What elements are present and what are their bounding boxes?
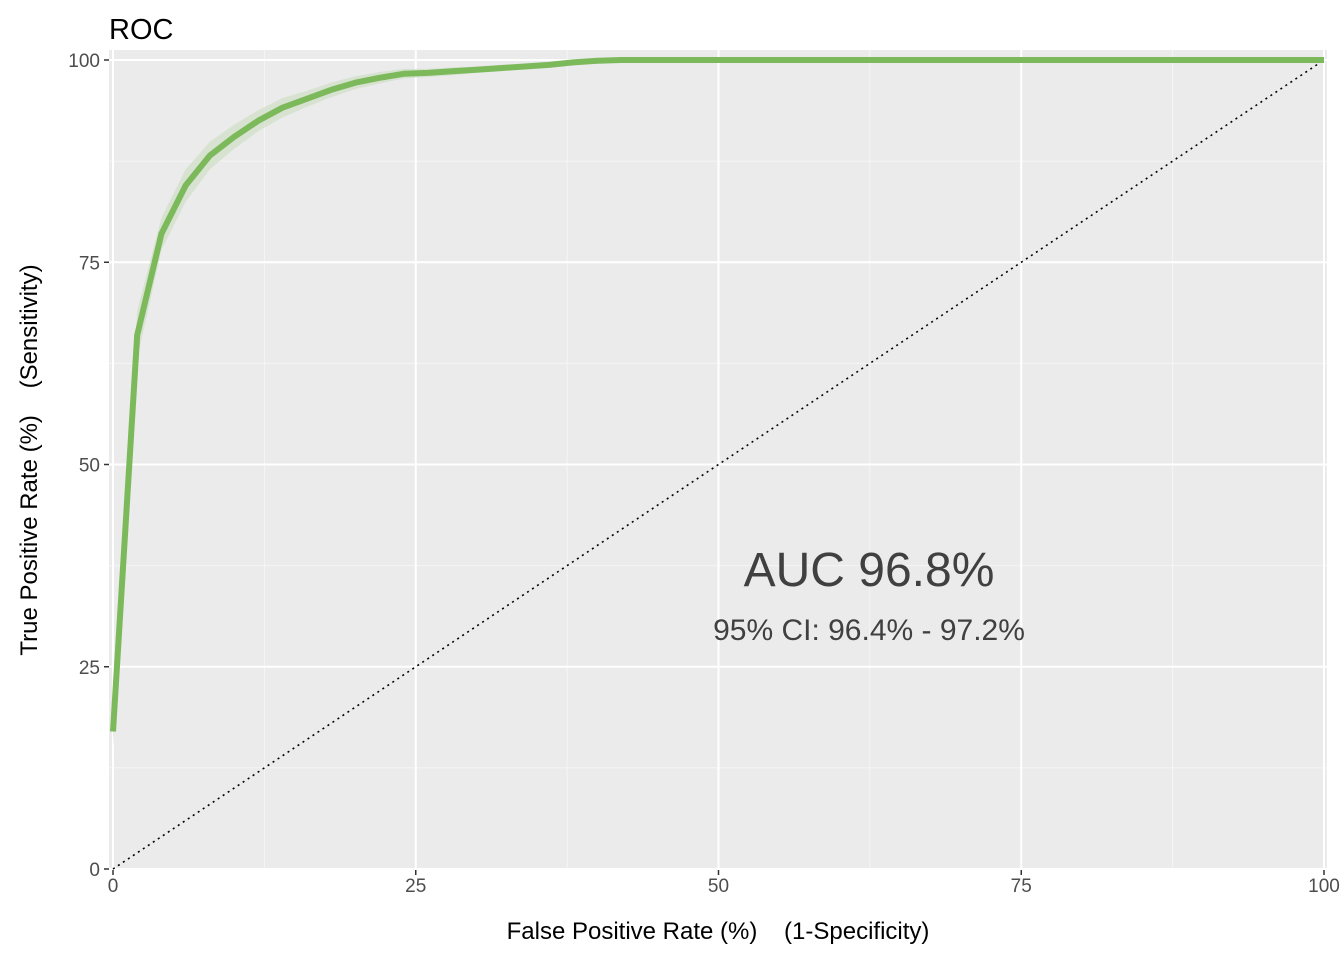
roc-curve-line (110, 57, 1324, 732)
grid-major (109, 50, 1327, 870)
y-tick-label: 75 (79, 253, 100, 274)
chart-title: ROC (109, 14, 173, 46)
axis-ticks: 0 25 50 75 100 0 25 50 75 100 (68, 51, 1340, 897)
x-axis-label: False Positive Rate (%) (1-Specificity) (507, 918, 930, 945)
auc-annotation: AUC 96.8% (744, 544, 995, 597)
x-tick-label: 75 (1011, 876, 1032, 897)
confidence-band (113, 60, 1324, 748)
y-tick-label: 50 (79, 456, 100, 477)
x-tick-label: 50 (708, 876, 729, 897)
x-tick-label: 100 (1308, 876, 1340, 897)
x-tick-label: 25 (405, 876, 426, 897)
y-tick-label: 0 (89, 860, 100, 881)
y-axis-label: True Positive Rate (%) (Sensitivity) (16, 264, 43, 655)
ci-annotation: 95% CI: 96.4% - 97.2% (713, 614, 1025, 647)
x-tick-label: 0 (108, 876, 119, 897)
reference-diagonal (112, 59, 1325, 870)
y-tick-label: 100 (68, 51, 100, 72)
y-tick-label: 25 (79, 658, 100, 679)
